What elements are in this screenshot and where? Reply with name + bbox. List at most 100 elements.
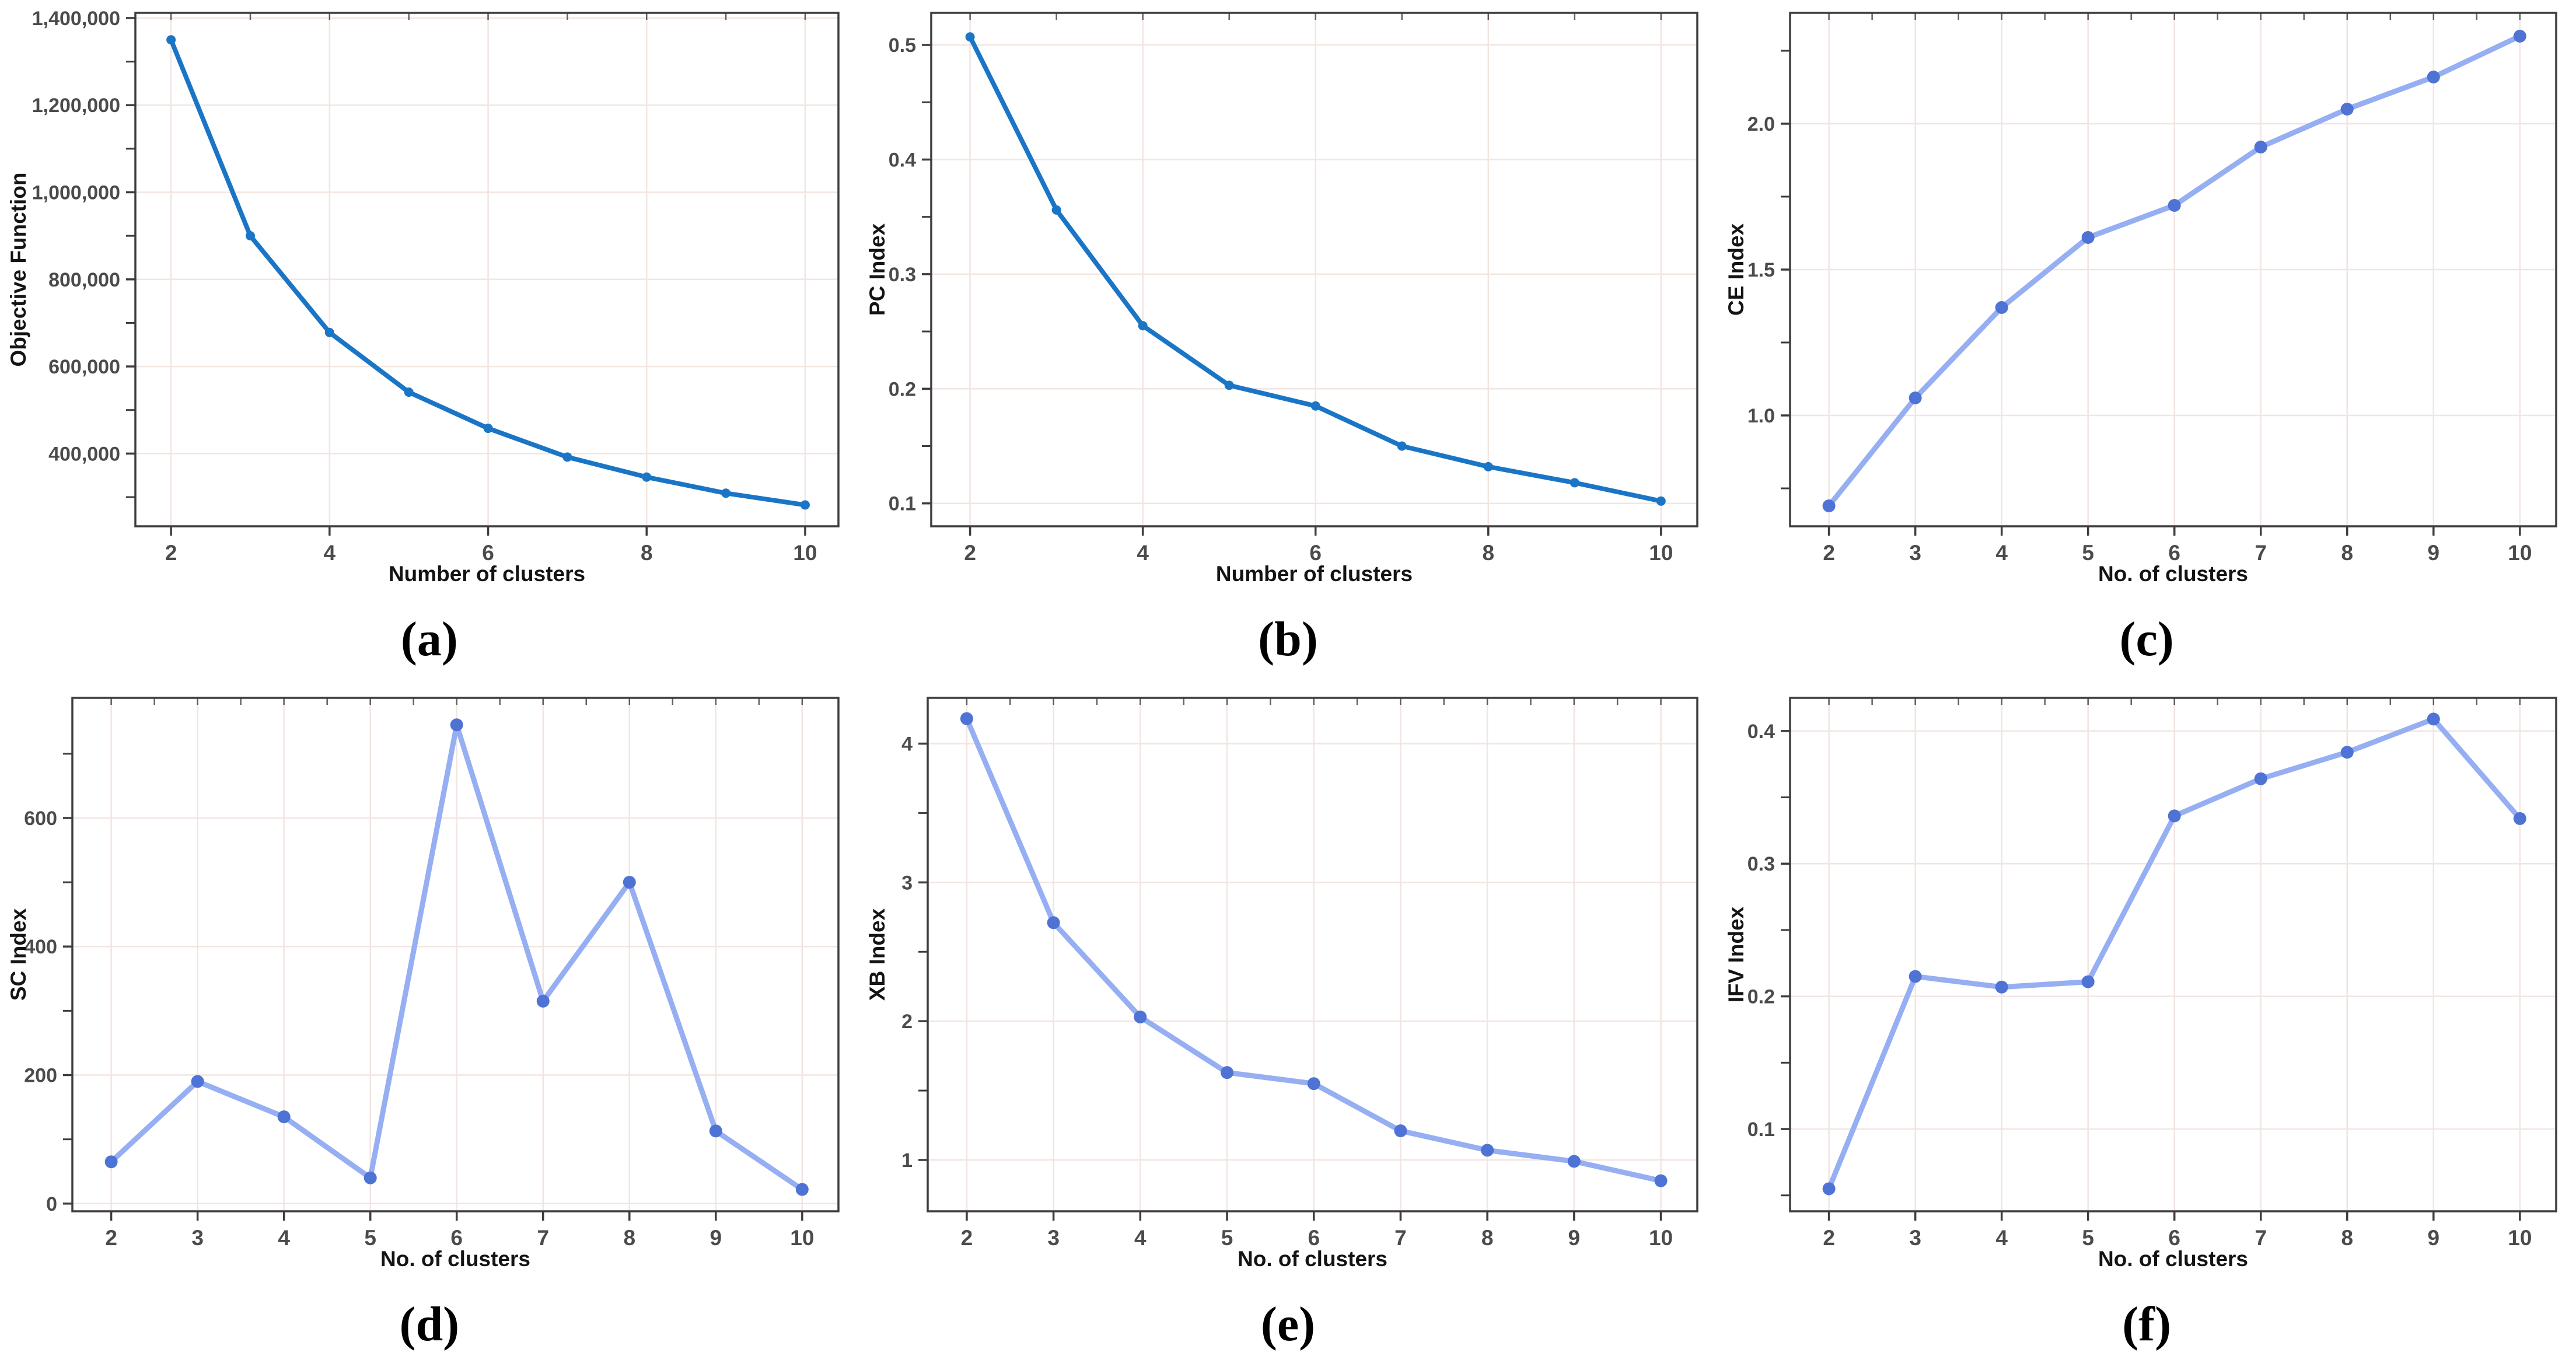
data-point bbox=[562, 452, 572, 462]
y-tick-label: 1.0 bbox=[1747, 405, 1774, 427]
y-axis-title: XB Index bbox=[865, 908, 889, 1001]
caption-d: (d) bbox=[399, 1296, 460, 1351]
data-point bbox=[404, 387, 414, 397]
data-point bbox=[1909, 392, 1922, 404]
data-point bbox=[2081, 975, 2095, 988]
x-axis-title: No. of clusters bbox=[2098, 1247, 2248, 1271]
x-tick-label: 4 bbox=[1995, 1226, 2008, 1250]
y-tick-label: 0.2 bbox=[889, 378, 916, 400]
x-axis-title: Number of clusters bbox=[389, 562, 585, 586]
caption-f: (f) bbox=[2122, 1296, 2172, 1351]
y-tick-label: 0.2 bbox=[1747, 986, 1774, 1008]
chart-objective-function: 2 4 6 8 10 400,000 600,000 800,000 1,000,000 1,20… bbox=[6, 8, 840, 586]
y-tick-label: 0.3 bbox=[889, 264, 916, 286]
panel-ce-index: 2 3 4 5 6 7 8 9 10 1.0 1.5 2.0 No. of clusters CE Ind… bbox=[1717, 0, 2576, 685]
plot-border bbox=[134, 12, 840, 527]
x-tick-label: 6 bbox=[1308, 1226, 1320, 1250]
caption-e: (e) bbox=[1260, 1296, 1316, 1351]
x-tick-label: 8 bbox=[2341, 1226, 2353, 1250]
x-tick-label: 10 bbox=[1649, 541, 1673, 565]
data-point bbox=[277, 1110, 291, 1124]
plot-border bbox=[930, 12, 1698, 527]
x-tick-label: 5 bbox=[2082, 1226, 2094, 1250]
data-point bbox=[364, 1171, 378, 1184]
chart-pc-index: 2 4 6 8 10 0.1 0.2 0.3 0.4 0.5 Number of clusters P… bbox=[865, 12, 1698, 586]
data-point bbox=[537, 994, 550, 1008]
data-point bbox=[1656, 496, 1666, 506]
x-tick-label: 3 bbox=[1909, 1226, 1921, 1250]
x-tick-label: 7 bbox=[537, 1226, 550, 1250]
data-point bbox=[1138, 321, 1148, 331]
x-tick-label: 2 bbox=[165, 541, 177, 565]
x-tick-label: 8 bbox=[1481, 1226, 1494, 1250]
data-point bbox=[2513, 30, 2526, 43]
data-point bbox=[1397, 441, 1407, 451]
y-axis-title: PC Index bbox=[865, 223, 889, 316]
y-tick-label: 1,200,000 bbox=[32, 95, 120, 117]
data-point bbox=[483, 424, 493, 434]
y-tick-label: 0.3 bbox=[1747, 853, 1774, 875]
plot-border bbox=[1788, 697, 2557, 1212]
y-axis-title: CE Index bbox=[1724, 223, 1748, 316]
x-tick-label: 10 bbox=[2508, 541, 2532, 565]
y-tick-label: 600,000 bbox=[48, 356, 120, 378]
y-tick-label: 0 bbox=[46, 1193, 57, 1215]
x-tick-label: 2 bbox=[964, 541, 976, 565]
x-tick-label: 6 bbox=[451, 1226, 463, 1250]
data-point bbox=[796, 1183, 809, 1196]
data-point bbox=[1822, 499, 1836, 512]
x-tick-label: 4 bbox=[324, 541, 336, 565]
caption-c: (c) bbox=[2119, 611, 2174, 666]
x-tick-label: 7 bbox=[1394, 1226, 1407, 1250]
panel-sc-index: 2 3 4 5 6 7 8 9 10 0 200 400 600 No. of clusters SC In… bbox=[0, 685, 859, 1370]
x-tick-label: 9 bbox=[2427, 1226, 2439, 1250]
data-point bbox=[2427, 71, 2440, 83]
data-point bbox=[623, 876, 637, 889]
data-point bbox=[2340, 746, 2354, 759]
panel-ifv-index: 2 3 4 5 6 7 8 9 10 0.1 0.2 0.3 0.4 No. of clusters IFV… bbox=[1717, 685, 2576, 1370]
x-tick-label: 10 bbox=[791, 1226, 815, 1250]
x-tick-label: 6 bbox=[483, 541, 495, 565]
x-tick-label: 4 bbox=[1134, 1226, 1147, 1250]
data-point bbox=[1047, 916, 1060, 929]
data-point bbox=[1051, 205, 1061, 215]
data-point bbox=[2427, 712, 2440, 726]
x-axis-title: No. of clusters bbox=[380, 1247, 530, 1271]
y-tick-label: 200 bbox=[25, 1065, 58, 1087]
data-point bbox=[104, 1155, 118, 1169]
x-tick-label: 9 bbox=[2427, 541, 2439, 565]
x-tick-label: 6 bbox=[2168, 541, 2180, 565]
y-tick-label: 400,000 bbox=[48, 443, 120, 465]
data-point bbox=[1483, 462, 1493, 471]
x-tick-label: 9 bbox=[710, 1226, 722, 1250]
data-point bbox=[1394, 1124, 1407, 1138]
data-point bbox=[2168, 199, 2181, 212]
data-point bbox=[721, 488, 731, 498]
data-point bbox=[1134, 1011, 1147, 1024]
y-tick-label: 1 bbox=[901, 1149, 913, 1172]
plot-area bbox=[72, 698, 839, 1211]
data-point bbox=[1654, 1174, 1668, 1187]
plot-area bbox=[931, 13, 1697, 526]
y-tick-label: 0.5 bbox=[889, 34, 916, 57]
x-tick-label: 7 bbox=[2255, 541, 2267, 565]
x-tick-label: 7 bbox=[2255, 1226, 2267, 1250]
data-point bbox=[801, 500, 810, 510]
data-point bbox=[1995, 980, 2008, 994]
y-tick-label: 2 bbox=[901, 1011, 913, 1033]
data-point bbox=[1221, 1066, 1234, 1079]
data-point bbox=[960, 712, 973, 725]
plot-area bbox=[135, 13, 839, 526]
chart-xb-index: 2 3 4 5 6 7 8 9 10 1 2 3 4 No. of clusters XB Index bbox=[865, 697, 1698, 1271]
y-tick-label: 400 bbox=[25, 936, 58, 958]
y-tick-label: 1.5 bbox=[1747, 259, 1774, 281]
x-axis-title: No. of clusters bbox=[1238, 1247, 1387, 1271]
data-point bbox=[325, 327, 335, 337]
y-tick-label: 1,000,000 bbox=[32, 182, 120, 204]
data-point bbox=[1909, 970, 1922, 983]
caption-a: (a) bbox=[400, 611, 458, 666]
x-tick-label: 3 bbox=[192, 1226, 204, 1250]
y-tick-label: 0.4 bbox=[889, 149, 916, 171]
data-point bbox=[1567, 1155, 1581, 1168]
y-tick-label: 0.4 bbox=[1747, 721, 1774, 743]
